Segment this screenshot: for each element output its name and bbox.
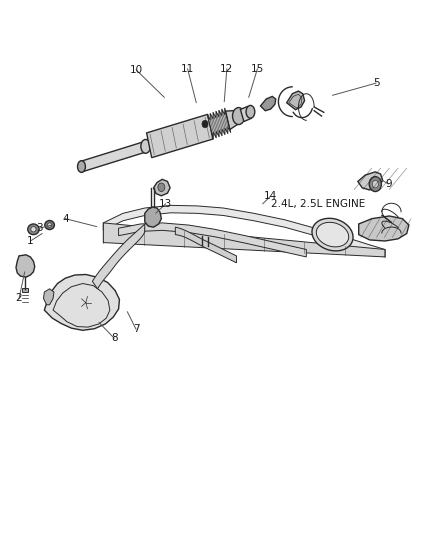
Text: 5: 5 — [373, 78, 379, 88]
Text: 11: 11 — [181, 64, 194, 74]
Polygon shape — [175, 227, 237, 263]
Text: 13: 13 — [159, 199, 173, 209]
Circle shape — [158, 183, 165, 191]
Polygon shape — [261, 96, 276, 111]
Ellipse shape — [246, 106, 255, 118]
Polygon shape — [44, 274, 120, 330]
Text: 8: 8 — [111, 333, 117, 343]
Polygon shape — [147, 114, 213, 158]
Text: 2: 2 — [16, 293, 22, 303]
Polygon shape — [240, 106, 251, 122]
Polygon shape — [359, 216, 409, 241]
Text: 14: 14 — [264, 191, 277, 201]
Polygon shape — [16, 255, 35, 277]
Polygon shape — [119, 223, 306, 257]
Polygon shape — [43, 289, 54, 305]
Text: 4: 4 — [62, 214, 69, 224]
Ellipse shape — [47, 223, 52, 227]
Polygon shape — [207, 108, 231, 139]
Polygon shape — [145, 207, 161, 227]
Text: 10: 10 — [130, 65, 143, 75]
Text: 3: 3 — [36, 223, 42, 233]
Text: 15: 15 — [251, 64, 264, 74]
Circle shape — [372, 180, 378, 188]
Ellipse shape — [316, 222, 349, 247]
Polygon shape — [287, 91, 304, 110]
Polygon shape — [103, 205, 385, 257]
Text: 9: 9 — [385, 179, 392, 189]
Ellipse shape — [78, 161, 85, 172]
Ellipse shape — [45, 221, 54, 230]
Ellipse shape — [233, 108, 245, 125]
Text: 12: 12 — [220, 64, 233, 74]
Text: 2.4L, 2.5L ENGINE: 2.4L, 2.5L ENGINE — [272, 199, 366, 209]
Polygon shape — [226, 110, 240, 130]
FancyBboxPatch shape — [21, 288, 28, 292]
Ellipse shape — [141, 140, 150, 154]
Polygon shape — [103, 223, 385, 257]
Ellipse shape — [312, 219, 353, 251]
Polygon shape — [92, 224, 145, 289]
Circle shape — [369, 176, 381, 191]
Ellipse shape — [31, 227, 36, 232]
Polygon shape — [358, 172, 383, 190]
Text: 7: 7 — [133, 324, 139, 334]
Circle shape — [202, 120, 208, 128]
Ellipse shape — [28, 224, 39, 235]
Polygon shape — [81, 142, 146, 172]
Text: 1: 1 — [27, 236, 34, 246]
Polygon shape — [153, 179, 170, 196]
